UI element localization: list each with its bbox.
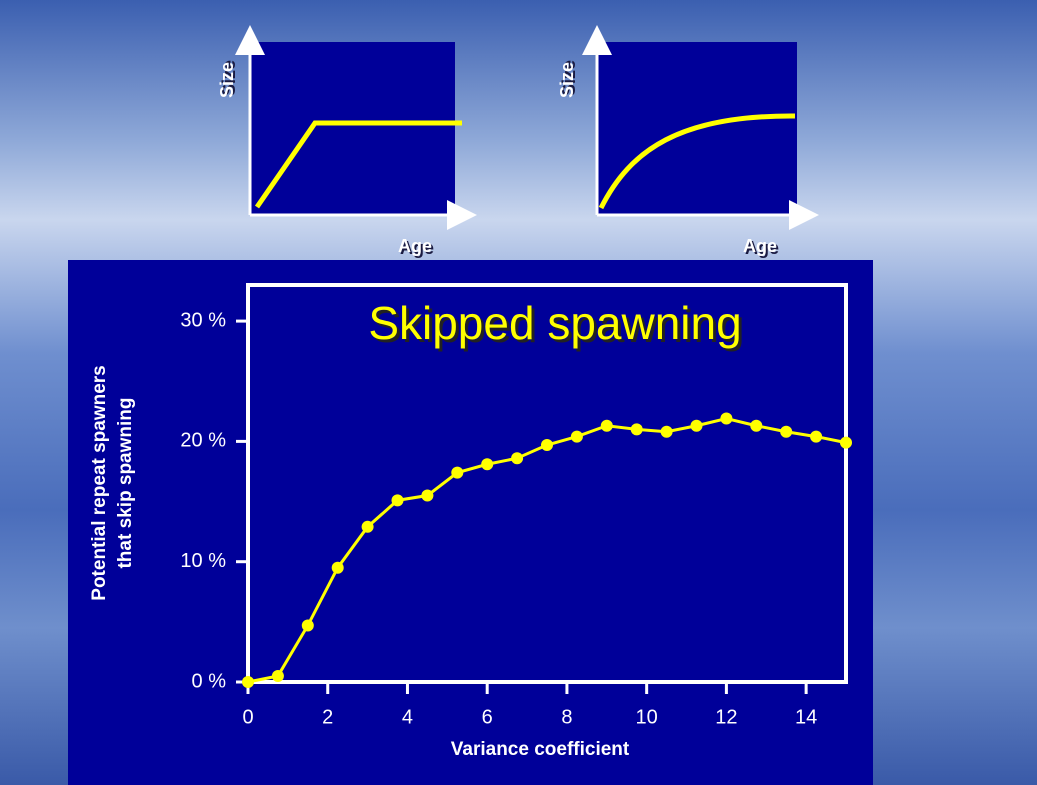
page: Size Age Size Age Skipped spawning Varia… — [0, 0, 1037, 785]
y-tick-label: 10 % — [180, 550, 226, 572]
data-point — [511, 452, 523, 464]
y-axis-label: Potential repeat spawners — [89, 365, 110, 600]
x-axis-label: Variance coefficient — [451, 739, 630, 760]
x-tick-label: 6 — [482, 706, 493, 728]
x-tick-label: 4 — [402, 706, 413, 728]
y-tick-label: 0 % — [192, 670, 227, 692]
data-point — [810, 431, 822, 443]
data-point — [332, 562, 344, 574]
inset-y-label: Size — [557, 62, 577, 98]
chart-title: Skipped spawning — [368, 297, 741, 349]
x-tick-label: 0 — [242, 706, 253, 728]
inset-1: Size Age — [217, 40, 462, 256]
inset-x-label: Age — [743, 236, 777, 256]
data-point — [571, 431, 583, 443]
data-point — [302, 619, 314, 631]
data-point — [691, 420, 703, 432]
data-point — [840, 437, 852, 449]
data-point — [720, 413, 732, 425]
x-tick-label: 10 — [636, 706, 658, 728]
data-point — [601, 420, 613, 432]
x-tick-label: 12 — [715, 706, 737, 728]
data-point — [631, 423, 643, 435]
inset-x-label: Age — [398, 236, 432, 256]
data-point — [541, 439, 553, 451]
data-point — [272, 670, 284, 682]
x-tick-label: 2 — [322, 706, 333, 728]
inset-y-label: Size — [217, 62, 237, 98]
data-point — [451, 467, 463, 479]
x-tick-label: 8 — [561, 706, 572, 728]
y-tick-label: 20 % — [180, 430, 226, 452]
slide: Size Age Size Age Skipped spawning Varia… — [0, 0, 1037, 785]
data-point — [362, 521, 374, 533]
data-point — [242, 676, 254, 688]
data-point — [392, 494, 404, 506]
y-tick-label: 30 % — [180, 309, 226, 331]
data-point — [421, 490, 433, 502]
inset-2: Size Age — [557, 40, 804, 256]
data-point — [750, 420, 762, 432]
data-point — [661, 426, 673, 438]
x-tick-label: 14 — [795, 706, 817, 728]
inset-box — [250, 42, 455, 215]
data-point — [780, 426, 792, 438]
y-axis-label: that skip spawning — [115, 397, 136, 568]
data-point — [481, 458, 493, 470]
